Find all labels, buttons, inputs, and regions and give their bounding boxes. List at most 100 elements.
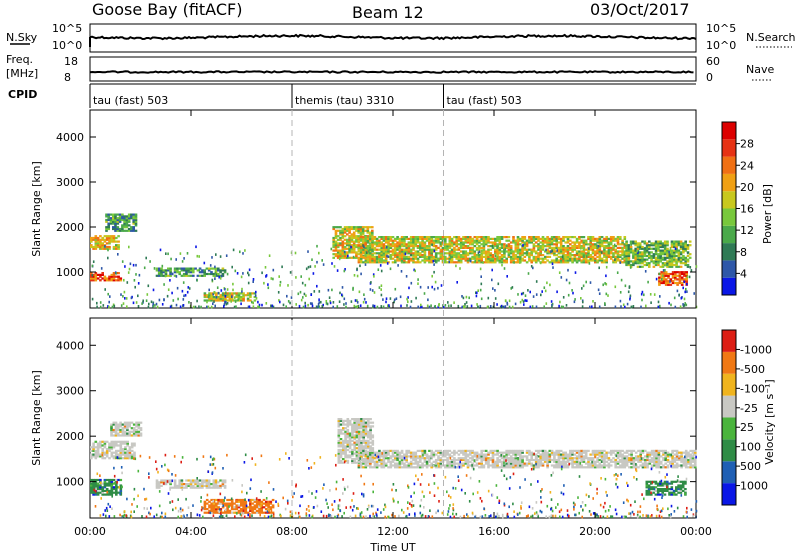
heat-cell (369, 454, 372, 456)
heat-cell (674, 271, 677, 273)
heat-cell (194, 487, 197, 489)
heat-cell (360, 243, 363, 245)
heat-cell (313, 272, 315, 275)
heat-cell (104, 288, 106, 291)
heat-cell (552, 266, 554, 269)
heat-cell (176, 485, 179, 487)
heat-cell (426, 461, 429, 463)
heat-cell (501, 464, 504, 466)
heat-cell (657, 241, 660, 243)
heat-cell (362, 240, 365, 242)
nsky-label: N.Sky (6, 31, 38, 44)
heat-cell (204, 262, 206, 265)
heat-cell (561, 306, 563, 309)
heat-cell (240, 303, 242, 306)
y-tick-label: 4000 (56, 131, 84, 144)
heat-cell (240, 504, 243, 506)
heat-cell (365, 424, 368, 426)
heat-cell (453, 236, 456, 238)
heat-cell (210, 503, 213, 505)
heat-cell (437, 252, 440, 254)
heat-cell (536, 293, 538, 296)
heat-cell (117, 235, 120, 237)
heat-cell (126, 215, 129, 217)
heat-cell (501, 236, 504, 238)
heat-cell (539, 450, 542, 452)
heat-cell (201, 479, 204, 481)
heat-cell (574, 298, 576, 301)
heat-cell (112, 306, 114, 309)
heat-cell (664, 257, 667, 259)
heat-cell (403, 454, 406, 456)
power-heatmap (90, 214, 697, 309)
heat-cell (419, 236, 422, 238)
heat-cell (414, 270, 416, 273)
heat-cell (551, 236, 554, 238)
heat-cell (542, 463, 545, 465)
colorbar-tick: 28 (740, 138, 754, 151)
heat-cell (608, 241, 611, 243)
heat-cell (540, 294, 542, 297)
heat-cell (512, 457, 515, 459)
heat-cell (340, 438, 343, 440)
heat-cell (605, 454, 608, 456)
heat-cell (240, 296, 243, 298)
heat-cell (614, 256, 617, 258)
heat-cell (302, 296, 304, 299)
heat-cell (227, 273, 229, 276)
heat-cell (395, 288, 397, 291)
heat-cell (487, 457, 490, 459)
heat-cell (467, 258, 470, 260)
heat-cell (258, 306, 260, 309)
heat-cell (678, 294, 680, 297)
heat-cell (385, 463, 388, 465)
heat-cell (351, 418, 354, 420)
heat-cell (345, 302, 347, 305)
heat-cell (585, 252, 588, 254)
heat-cell (476, 452, 479, 454)
heat-cell (591, 305, 593, 308)
heat-cell (419, 261, 422, 263)
heat-cell (372, 425, 375, 427)
heat-cell (431, 275, 433, 278)
heat-cell (121, 304, 123, 307)
freq-trace (90, 71, 694, 72)
heat-cell (356, 268, 358, 271)
heat-cell (462, 450, 465, 452)
heat-cell (219, 269, 222, 271)
heat-cell (183, 298, 185, 301)
heat-cell (115, 272, 117, 275)
heat-cell (476, 236, 479, 238)
heat-cell (342, 228, 345, 230)
heat-cell (195, 306, 197, 309)
heat-cell (467, 454, 470, 456)
heat-cell (614, 450, 617, 452)
heat-cell (356, 424, 359, 426)
heat-cell (158, 268, 161, 270)
heat-cell (251, 499, 254, 501)
heat-cell (379, 286, 381, 289)
heat-cell (408, 455, 411, 457)
heat-cell (503, 243, 506, 245)
heat-cell (371, 236, 374, 238)
heat-cell (372, 434, 375, 436)
heat-cell (517, 464, 520, 466)
heat-cell (433, 240, 436, 242)
heat-cell (567, 269, 569, 272)
heat-cell (403, 249, 406, 251)
heat-cell (585, 240, 588, 242)
heat-cell (458, 454, 461, 456)
heat-cell (680, 305, 682, 308)
heat-cell (219, 479, 222, 481)
heat-cell (358, 461, 361, 463)
heat-cell (617, 466, 620, 468)
heat-cell (624, 306, 626, 309)
heat-cell (629, 298, 631, 301)
heat-cell (476, 303, 478, 306)
heat-cell (358, 258, 361, 260)
heat-cell (478, 236, 481, 238)
heat-cell (625, 241, 628, 243)
heat-cell (610, 247, 613, 249)
heat-cell (657, 253, 660, 255)
heat-cell (583, 236, 586, 238)
